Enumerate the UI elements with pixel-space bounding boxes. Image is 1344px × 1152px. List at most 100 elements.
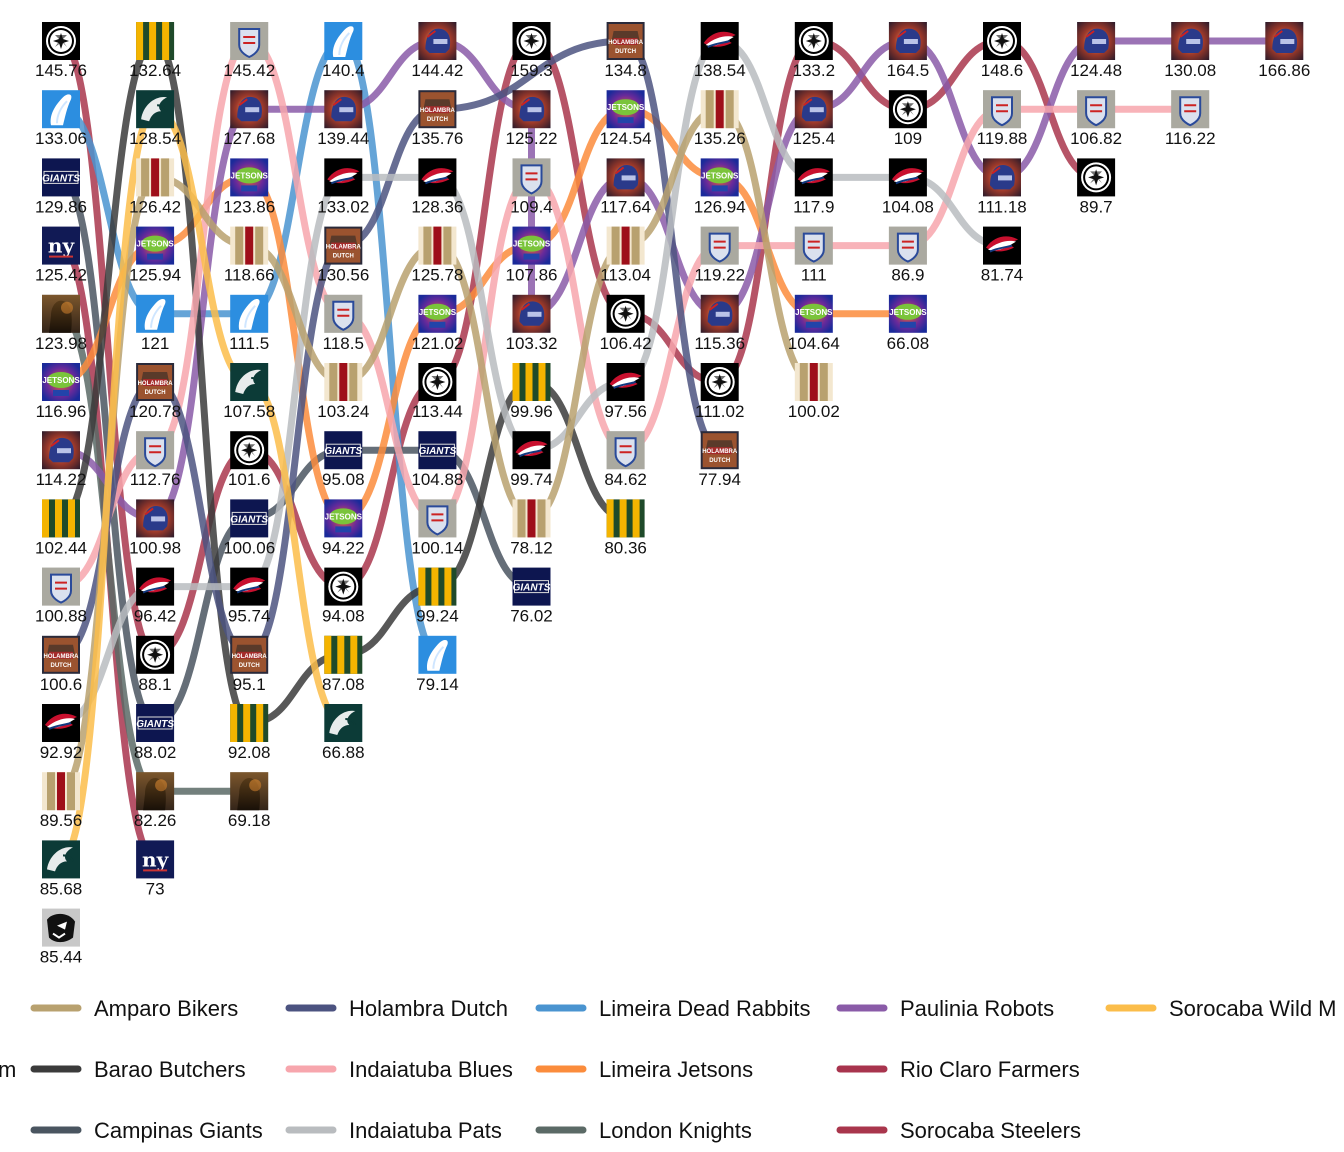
score-label: 107.58 xyxy=(223,402,275,421)
score-label: 164.5 xyxy=(887,61,930,80)
giants-wordmark-icon xyxy=(135,703,175,743)
score-label: 100.6 xyxy=(40,675,83,694)
steelers-star-icon xyxy=(324,567,363,606)
legend-label-limeira-jetsons: Limeira Jetsons xyxy=(599,1057,753,1082)
jetsons-icon xyxy=(794,294,834,333)
jetsons-icon xyxy=(888,294,928,333)
score-label: 129.86 xyxy=(35,197,87,216)
score-label: 73 xyxy=(146,879,165,898)
jetsons-icon xyxy=(324,499,363,538)
score-label: 117.9 xyxy=(793,197,834,216)
robot-helmet-icon xyxy=(417,21,458,61)
score-label: 135.76 xyxy=(411,129,463,148)
score-label: 125.4 xyxy=(793,129,836,148)
giants-wordmark-icon xyxy=(323,430,364,470)
score-label: 94.22 xyxy=(322,538,365,557)
score-label: 133.2 xyxy=(793,61,836,80)
score-label: 88.1 xyxy=(139,675,172,694)
steelers-star-icon xyxy=(42,22,80,60)
score-label: 66.08 xyxy=(887,334,930,353)
steelers-star-icon xyxy=(794,22,833,60)
legend-label-campinas-giants: Campinas Giants xyxy=(94,1118,263,1143)
score-label: 100.06 xyxy=(223,538,275,557)
legend-label-limeira-dead-rabbits: Limeira Dead Rabbits xyxy=(599,996,811,1021)
score-label: 117.64 xyxy=(600,197,651,216)
score-label: 132.64 xyxy=(129,61,181,80)
score-label: 126.94 xyxy=(694,197,746,216)
score-label: 114.22 xyxy=(36,470,87,489)
score-label: 125.42 xyxy=(35,266,87,285)
score-label: 104.08 xyxy=(882,197,934,216)
patriot-head-icon xyxy=(887,157,928,198)
steelers-star-icon xyxy=(230,431,269,470)
legend: m Amparo Bikers Barao Butchers Campinas Gi… xyxy=(0,996,1337,1143)
score-label: 95.74 xyxy=(228,607,271,626)
score-labels: 145.76 133.06 129.86 125.42 123.98 116.96 114.… xyxy=(35,61,1310,967)
score-label: 123.98 xyxy=(35,334,87,353)
score-label: 125.78 xyxy=(411,266,463,285)
amparo-stripes-icon xyxy=(324,363,363,401)
legend-label-sorocaba-steelers: Sorocaba Steelers xyxy=(900,1118,1081,1143)
score-label: 95.1 xyxy=(233,675,266,694)
barao-stripes-icon xyxy=(606,499,645,538)
steelers-star-icon xyxy=(606,294,645,333)
indaiatuba-blues-shield-icon xyxy=(1170,89,1211,130)
score-label: 102.44 xyxy=(35,538,87,557)
amparo-stripes-icon xyxy=(42,772,80,811)
score-label: 104.88 xyxy=(411,470,463,489)
jetsons-icon xyxy=(700,158,740,197)
robot-helmet-icon xyxy=(1076,21,1117,61)
legend-label-sorocaba-wild-m: Sorocaba Wild M xyxy=(1169,996,1337,1021)
robot-helmet-icon xyxy=(1170,21,1211,61)
score-label: 118.66 xyxy=(224,266,275,285)
score-label: 126.42 xyxy=(129,197,181,216)
score-label: 109.4 xyxy=(510,197,553,216)
holambra-dutch-icon xyxy=(606,22,645,60)
robot-helmet-icon xyxy=(982,157,1022,198)
robot-helmet-icon xyxy=(887,21,928,61)
score-label: 99.74 xyxy=(510,470,553,489)
score-label: 145.42 xyxy=(223,61,275,80)
giants-wordmark-icon xyxy=(229,498,269,538)
indaiatuba-blues-shield-icon xyxy=(793,225,834,266)
score-label: 97.56 xyxy=(604,402,647,421)
robot-helmet-icon xyxy=(229,89,270,130)
score-label: 86.9 xyxy=(891,266,924,285)
knight-icon xyxy=(42,294,80,333)
holambra-dutch-icon xyxy=(324,226,363,265)
score-label: 69.18 xyxy=(228,811,271,830)
patriot-head-icon xyxy=(982,225,1022,266)
score-label: 116.96 xyxy=(36,402,87,421)
jetsons-icon xyxy=(230,158,269,197)
score-label: 111 xyxy=(801,266,827,285)
score-label: 128.36 xyxy=(411,197,463,216)
patriot-head-icon xyxy=(417,157,458,198)
score-label: 96.42 xyxy=(134,607,177,626)
legend-label-indaiatuba-blues: Indaiatuba Blues xyxy=(349,1057,513,1082)
score-label: 66.88 xyxy=(322,743,365,762)
steelers-star-icon xyxy=(888,90,927,129)
score-label: 77.94 xyxy=(698,470,741,489)
score-label: 116.22 xyxy=(1165,129,1216,148)
score-label: 89.7 xyxy=(1080,197,1113,216)
robot-helmet-icon xyxy=(511,89,552,130)
score-label: 106.82 xyxy=(1070,129,1122,148)
score-label: 124.54 xyxy=(600,129,652,148)
score-label: 84.62 xyxy=(604,470,647,489)
patriot-head-icon xyxy=(605,362,646,402)
patriot-head-icon xyxy=(793,157,834,198)
panther-icon xyxy=(41,907,81,948)
score-label: 145.76 xyxy=(35,61,87,80)
score-label: 81.74 xyxy=(981,266,1024,285)
score-label: 140.4 xyxy=(322,61,365,80)
score-label: 80.36 xyxy=(604,538,647,557)
amparo-stripes-icon xyxy=(700,90,739,129)
eagle-icon xyxy=(135,89,176,130)
score-label: 112.76 xyxy=(130,470,181,489)
jetsons-icon xyxy=(606,90,645,129)
legend-label-rio-claro-farmers: Rio Claro Farmers xyxy=(900,1057,1080,1082)
barao-stripes-icon xyxy=(512,363,551,401)
amparo-stripes-icon xyxy=(512,499,551,538)
patriot-head-icon xyxy=(323,157,364,198)
indaiatuba-blues-shield-icon xyxy=(323,293,364,334)
